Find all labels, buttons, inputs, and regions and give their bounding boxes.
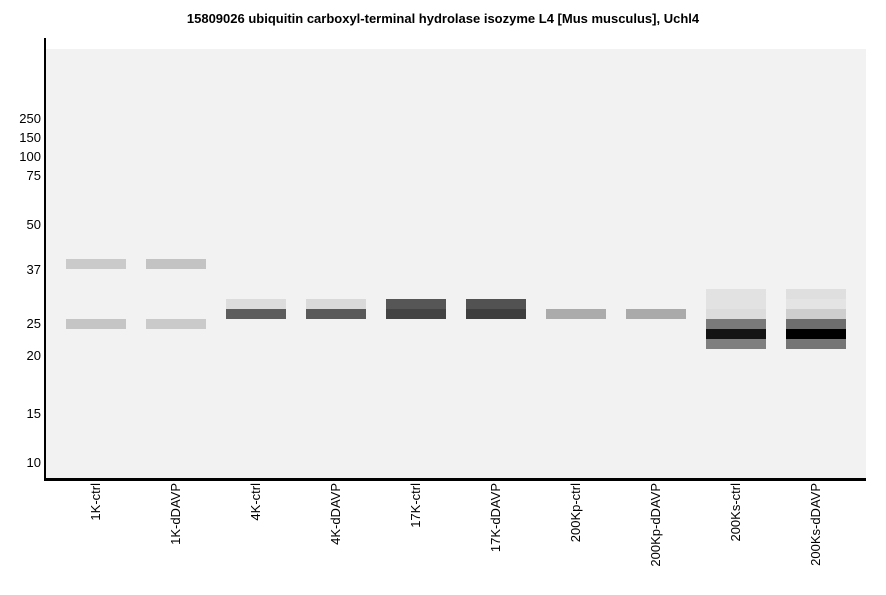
y-tick-label: 20 [26,348,41,363]
lane-band [786,339,846,349]
lane-band [146,259,206,269]
lane-band [306,299,366,309]
y-tick-label: 37 [26,262,41,277]
y-tick-label: 100 [19,149,41,164]
chart-title: 15809026 ubiquitin carboxyl-terminal hyd… [186,11,700,26]
x-tick-label: 1K-dDAVP [168,483,183,545]
y-axis-line [44,38,46,481]
x-tick-label: 200Kp-ctrl [568,483,583,543]
lane-band [786,299,846,309]
y-tick-label: 250 [19,111,41,126]
lane-band [786,319,846,329]
x-tick-label: 1K-ctrl [88,483,103,521]
y-tick-label: 75 [26,168,41,183]
lane-band [386,299,446,309]
y-tick-label: 150 [19,130,41,145]
lane-band [546,309,606,319]
x-tick-label: 200Ks-ctrl [728,483,743,542]
x-tick-label: 17K-ctrl [408,483,423,528]
lane-band [706,299,766,309]
y-tick-label: 25 [26,316,41,331]
lane-band [706,329,766,339]
lane-band [306,309,366,319]
x-tick-label: 200Ks-dDAVP [808,483,823,566]
x-tick-label: 4K-dDAVP [328,483,343,545]
lane-band [706,309,766,319]
lane-band [786,309,846,319]
lane-band [66,319,126,329]
y-tick-label: 15 [26,406,41,421]
lane-band [226,299,286,309]
lane-band [786,329,846,339]
x-tick-label: 200Kp-dDAVP [648,483,663,567]
lane-band [66,259,126,269]
lane-band [706,339,766,349]
lane-band [146,319,206,329]
lane-band [226,309,286,319]
x-tick-label: 17K-dDAVP [488,483,503,553]
lane-band [786,289,846,299]
lane-band [386,309,446,319]
lane-band [626,309,686,319]
lane-band [466,309,526,319]
x-axis-line [44,478,866,481]
y-tick-label: 50 [26,217,41,232]
x-tick-label: 4K-ctrl [248,483,263,521]
lane-band [466,299,526,309]
y-tick-label: 10 [26,455,41,470]
lane-band [706,289,766,299]
lane-band [706,319,766,329]
